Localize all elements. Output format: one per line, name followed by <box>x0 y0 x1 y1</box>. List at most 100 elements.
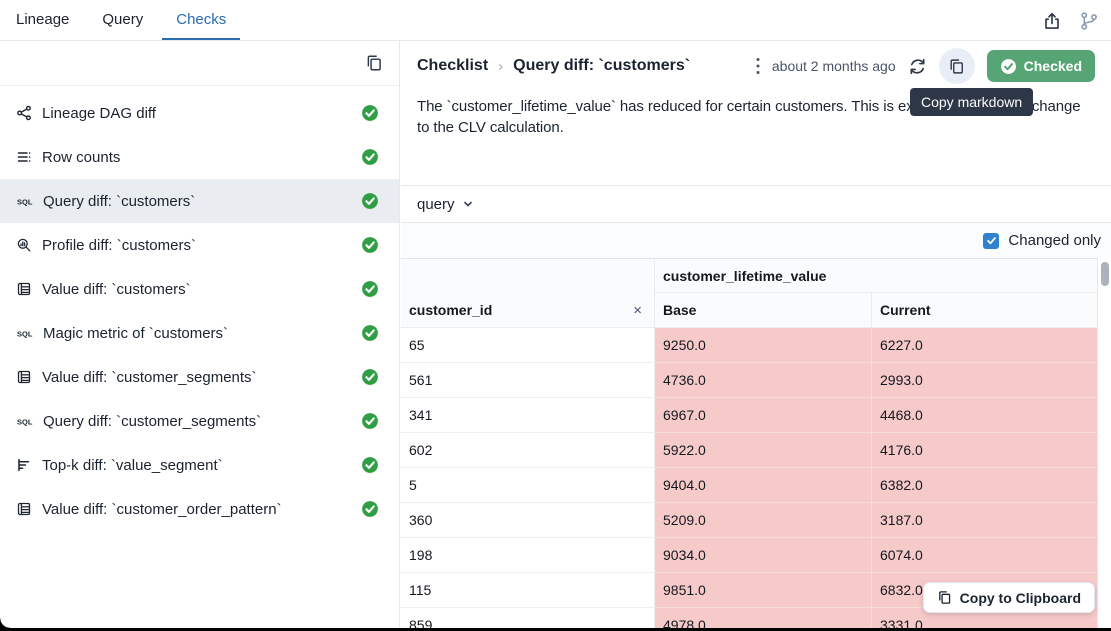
chevron-right-icon: › <box>498 57 504 75</box>
kebab-menu-icon[interactable] <box>756 57 760 75</box>
cell-customer-id: 5 <box>401 468 655 503</box>
table-scrollbar[interactable] <box>1097 258 1111 631</box>
copy-markdown-tooltip: Copy markdown <box>910 88 1034 116</box>
copy-markdown-icon[interactable] <box>938 48 975 84</box>
sidebar-item-magic-metric-customers[interactable]: SQL Magic metric of `customers` <box>0 311 399 355</box>
breadcrumb-checklist[interactable]: Checklist <box>417 57 489 74</box>
remove-column-icon[interactable]: × <box>633 302 642 319</box>
cell-base-value: 5209.0 <box>655 503 872 538</box>
check-status-icon <box>361 280 379 298</box>
checks-sidebar: Lineage DAG diff Row counts <box>0 41 400 631</box>
sidebar-item-label: Value diff: `customer_segments` <box>42 368 257 386</box>
table-row: 5 9404.0 6382.0 <box>401 468 1097 503</box>
profile-diff-icon <box>16 237 32 253</box>
cell-base-value: 9034.0 <box>655 538 872 573</box>
sql-icon: SQL <box>16 413 33 429</box>
cell-base-value: 5922.0 <box>655 433 872 468</box>
sidebar-item-label: Profile diff: `customers` <box>42 236 196 254</box>
copy-to-clipboard-button[interactable]: Copy to Clipboard <box>922 582 1095 613</box>
svg-text:SQL: SQL <box>17 198 33 207</box>
column-header-customer-id[interactable]: customer_id × <box>401 259 655 328</box>
checked-status-button[interactable]: Checked <box>986 50 1095 82</box>
tab-lineage[interactable]: Lineage <box>16 10 70 28</box>
table-row: 198 9034.0 6074.0 <box>401 538 1097 573</box>
copy-checklist-icon[interactable] <box>365 54 383 72</box>
value-diff-icon <box>16 369 32 385</box>
value-diff-icon <box>16 281 32 297</box>
cell-current-value: 3187.0 <box>872 503 1097 538</box>
column-header-base[interactable]: Base <box>655 293 872 328</box>
query-accordion-toggle[interactable]: query <box>401 185 1111 223</box>
check-status-icon <box>361 500 379 518</box>
export-share-icon[interactable] <box>1042 11 1062 31</box>
cell-current-value: 4176.0 <box>872 433 1097 468</box>
sidebar-item-top-k-diff-value-segment[interactable]: Top-k diff: `value_segment` <box>0 443 399 487</box>
description-line-2: to the CLV calculation. <box>417 119 564 136</box>
cell-base-value: 4978.0 <box>655 608 872 631</box>
copy-to-clipboard-label: Copy to Clipboard <box>959 589 1081 606</box>
cell-current-value: 6227.0 <box>872 328 1097 363</box>
query-section-label: query <box>417 195 455 213</box>
sidebar-item-value-diff-customers[interactable]: Value diff: `customers` <box>0 267 399 311</box>
check-detail-header: Checklist › Query diff: `customers` abou… <box>401 41 1111 84</box>
top-k-icon <box>16 457 32 473</box>
changed-only-label[interactable]: Changed only <box>1008 232 1101 249</box>
cell-current-value: 6074.0 <box>872 538 1097 573</box>
check-status-icon <box>361 104 379 122</box>
table-row: 360 5209.0 3187.0 <box>401 503 1097 538</box>
sidebar-item-value-diff-customer-segments[interactable]: Value diff: `customer_segments` <box>0 355 399 399</box>
check-status-icon <box>361 192 379 210</box>
column-group-header: customer_lifetime_value <box>655 259 1097 293</box>
scrollbar-thumb[interactable] <box>1101 262 1109 286</box>
sidebar-item-row-counts[interactable]: Row counts <box>0 135 399 179</box>
table-row: 65 9250.0 6227.0 <box>401 328 1097 363</box>
tab-checks[interactable]: Checks <box>162 0 241 40</box>
check-status-icon <box>361 236 379 254</box>
svg-text:SQL: SQL <box>17 330 33 339</box>
table-header: customer_id × customer_lifetime_value Ba… <box>401 259 1097 328</box>
cell-customer-id: 602 <box>401 433 655 468</box>
git-branch-icon[interactable] <box>1079 11 1099 31</box>
table-row: 859 4978.0 3331.0 <box>401 608 1097 631</box>
cell-base-value: 9404.0 <box>655 468 872 503</box>
table-row: 561 4736.0 2993.0 <box>401 363 1097 398</box>
check-detail-panel: Checklist › Query diff: `customers` abou… <box>401 41 1111 631</box>
cell-current-value: 3331.0 <box>872 608 1097 631</box>
sidebar-item-profile-diff-customers[interactable]: Profile diff: `customers` <box>0 223 399 267</box>
cell-current-value: 2993.0 <box>872 363 1097 398</box>
cell-customer-id: 561 <box>401 363 655 398</box>
refresh-icon[interactable] <box>908 57 927 76</box>
row-counts-icon <box>16 149 32 165</box>
check-list: Lineage DAG diff Row counts <box>0 86 399 531</box>
cell-base-value: 6967.0 <box>655 398 872 433</box>
cell-customer-id: 115 <box>401 573 655 608</box>
cell-base-value: 9250.0 <box>655 328 872 363</box>
sidebar-item-query-diff-customer-segments[interactable]: SQL Query diff: `customer_segments` <box>0 399 399 443</box>
check-status-icon <box>361 324 379 342</box>
copy-icon <box>937 590 952 605</box>
sidebar-item-label: Lineage DAG diff <box>42 104 156 122</box>
check-status-icon <box>361 368 379 386</box>
sidebar-item-label: Top-k diff: `value_segment` <box>42 456 223 474</box>
check-status-icon <box>361 412 379 430</box>
breadcrumb: Checklist › Query diff: `customers` <box>417 57 690 75</box>
tab-query[interactable]: Query <box>102 10 144 28</box>
svg-text:SQL: SQL <box>17 418 33 427</box>
check-circle-icon <box>1000 58 1017 75</box>
sidebar-item-label: Value diff: `customer_order_pattern` <box>42 500 282 518</box>
cell-customer-id: 341 <box>401 398 655 433</box>
sidebar-header <box>0 41 399 86</box>
sidebar-item-label: Magic metric of `customers` <box>43 324 229 342</box>
table-row: 602 5922.0 4176.0 <box>401 433 1097 468</box>
sidebar-item-query-diff-customers[interactable]: SQL Query diff: `customers` <box>0 179 399 223</box>
cell-customer-id: 360 <box>401 503 655 538</box>
cell-current-value: 6382.0 <box>872 468 1097 503</box>
changed-only-checkbox[interactable] <box>983 232 1000 249</box>
sidebar-item-lineage-dag-diff[interactable]: Lineage DAG diff <box>0 91 399 135</box>
column-header-current[interactable]: Current <box>872 293 1097 328</box>
sidebar-item-label: Value diff: `customers` <box>42 280 191 298</box>
sidebar-item-value-diff-customer-order-pattern[interactable]: Value diff: `customer_order_pattern` <box>0 487 399 531</box>
sidebar-item-label: Query diff: `customer_segments` <box>43 412 262 430</box>
checked-button-label: Checked <box>1023 58 1082 74</box>
